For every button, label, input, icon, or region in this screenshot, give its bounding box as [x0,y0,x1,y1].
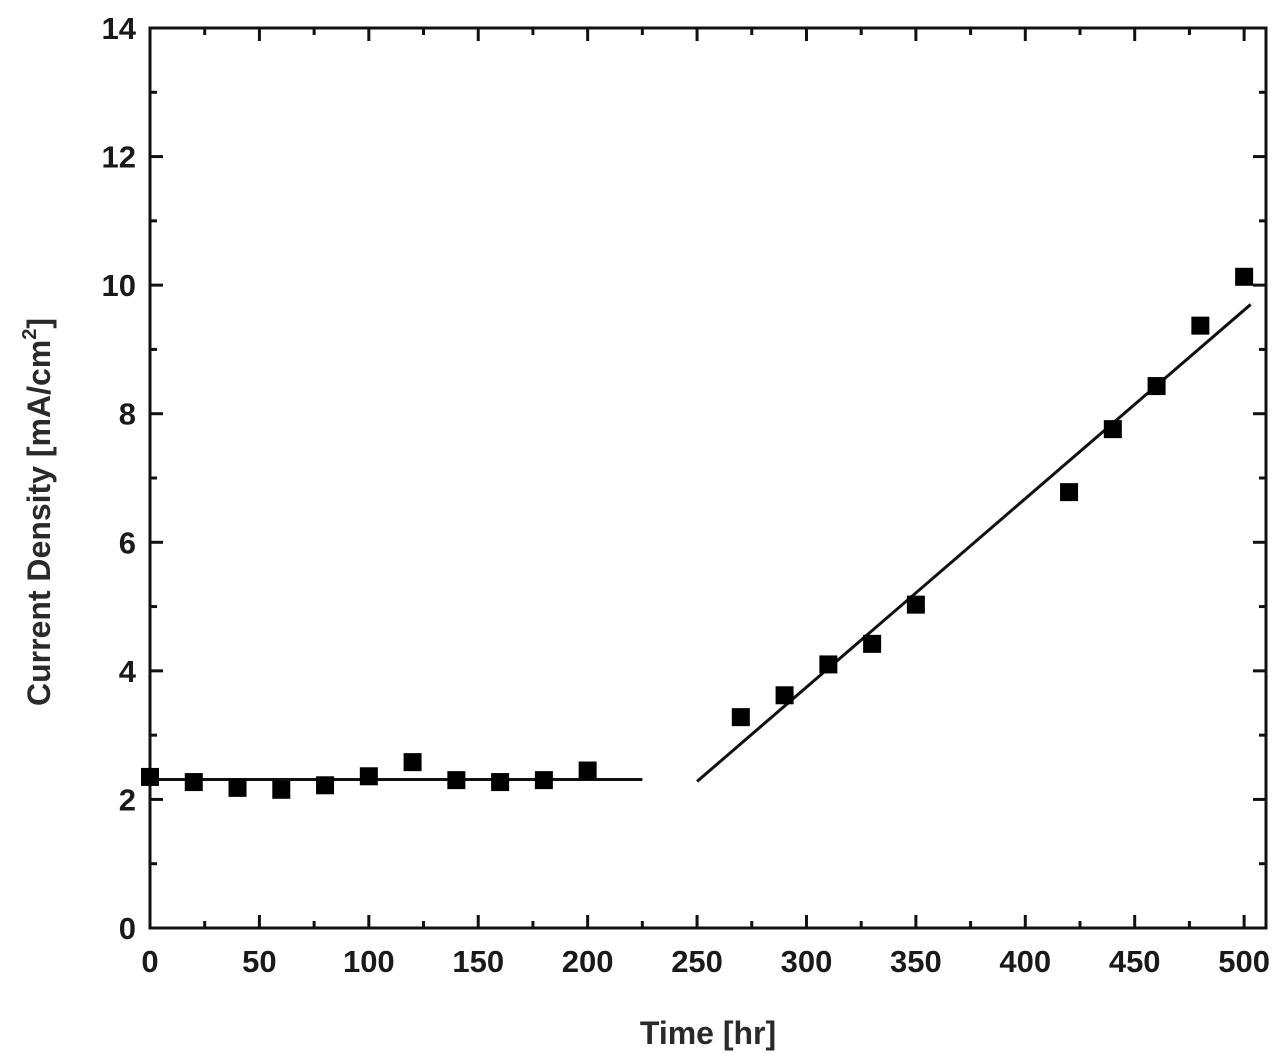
y-tick-label: 0 [119,911,136,946]
data-point [1147,377,1166,396]
y-tick-label: 12 [102,140,136,175]
data-point [447,771,466,790]
x-tick-label: 150 [452,944,504,979]
x-tick-label: 50 [242,944,276,979]
data-point [272,780,291,799]
data-point [819,655,838,674]
y-tick-label: 4 [119,654,137,689]
data-point [578,761,597,780]
y-axis-title-end: ] [21,318,57,329]
data-point [141,767,159,786]
x-tick-label: 250 [671,944,723,979]
data-point [731,708,750,727]
data-point [1235,267,1254,286]
data-point [228,778,247,797]
y-tick-label: 14 [102,11,137,46]
data-point [184,773,203,792]
x-tick-labels: 0 50 100 150 200 250 300 350 400 450 500 [141,944,1270,979]
data-point [1191,316,1210,335]
x-tick-label: 0 [141,944,158,979]
fit-lines [150,303,1252,783]
y-axis-title-superscript: 2 [19,329,41,340]
y-tick-label: 10 [102,268,136,303]
y-tick-label: 2 [119,782,136,817]
x-tick-label: 100 [343,944,395,979]
y-tick-label: 8 [119,397,136,432]
data-point [403,753,422,772]
x-axis-title: Time [hr] [640,1015,776,1051]
axis-ticks [148,26,1266,930]
x-tick-label: 450 [1109,944,1161,979]
data-point [775,686,794,705]
data-point [316,776,335,795]
x-tick-label: 500 [1218,944,1270,979]
data-point [1060,483,1079,502]
data-point [1103,420,1122,439]
fit-line [696,303,1252,783]
y-tick-labels: 0 2 4 6 8 10 12 14 [102,11,137,946]
x-tick-label: 350 [890,944,942,979]
y-axis-title-main: Current Density [mA/cm [21,340,57,706]
data-point [863,634,882,653]
x-tick-label: 200 [562,944,614,979]
data-points [141,267,1254,799]
data-point [491,773,510,792]
x-tick-label: 300 [781,944,833,979]
data-point [534,771,553,790]
y-tick-label: 6 [119,525,136,560]
data-point [359,767,378,786]
y-axis-title: Current Density [mA/cm2] [19,318,57,706]
data-point [906,595,925,614]
x-tick-label: 400 [999,944,1051,979]
